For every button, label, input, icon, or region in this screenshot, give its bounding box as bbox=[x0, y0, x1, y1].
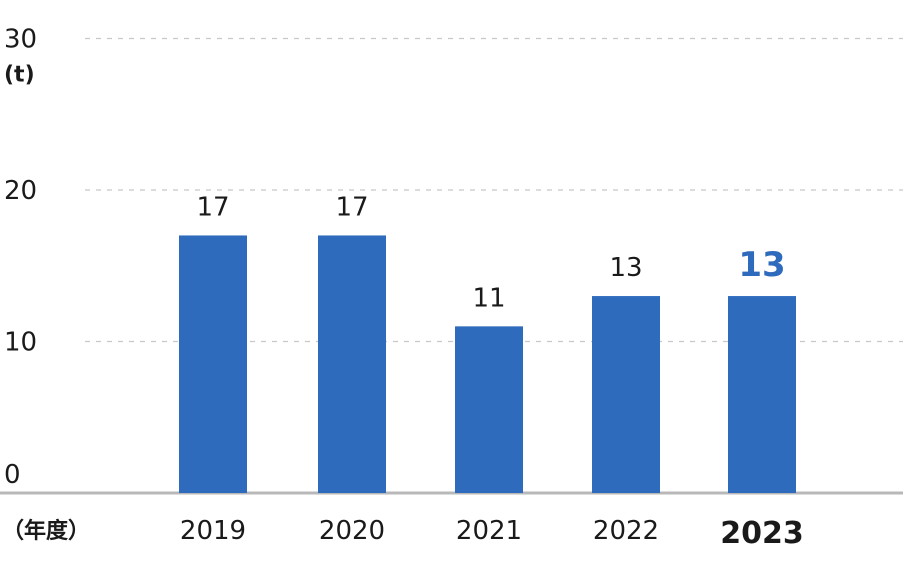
bar-2020 bbox=[318, 235, 386, 493]
value-label-2021: 11 bbox=[472, 283, 505, 313]
y-axis-ticks: 0 10 20 30 bbox=[4, 25, 37, 491]
y-tick-label-20: 20 bbox=[4, 176, 37, 206]
x-tick-label-2020: 2020 bbox=[319, 516, 385, 546]
x-tick-label-2019: 2019 bbox=[180, 516, 246, 546]
y-tick-label-30: 30 bbox=[4, 25, 37, 55]
y-axis-unit-label: (t) bbox=[4, 63, 35, 88]
value-label-2022: 13 bbox=[609, 253, 642, 283]
y-tick-label-10: 10 bbox=[4, 328, 37, 358]
x-tick-label-2021: 2021 bbox=[456, 516, 522, 546]
bar-2019 bbox=[179, 235, 247, 493]
bar-2021 bbox=[455, 326, 523, 493]
bars bbox=[179, 235, 796, 493]
value-label-2020: 17 bbox=[335, 192, 368, 222]
bar-2023 bbox=[728, 296, 796, 493]
value-label-2019: 17 bbox=[196, 192, 229, 222]
x-axis-unit-label: （年度） bbox=[2, 518, 90, 544]
value-labels: 17 17 11 13 13 bbox=[196, 192, 785, 313]
x-axis-categories: 2019 2020 2021 2022 2023 bbox=[180, 516, 804, 551]
x-tick-label-2023: 2023 bbox=[720, 516, 804, 551]
x-tick-label-2022: 2022 bbox=[593, 516, 659, 546]
bar-2022 bbox=[592, 296, 660, 493]
value-label-2023: 13 bbox=[738, 245, 785, 285]
y-tick-label-0: 0 bbox=[4, 460, 21, 490]
